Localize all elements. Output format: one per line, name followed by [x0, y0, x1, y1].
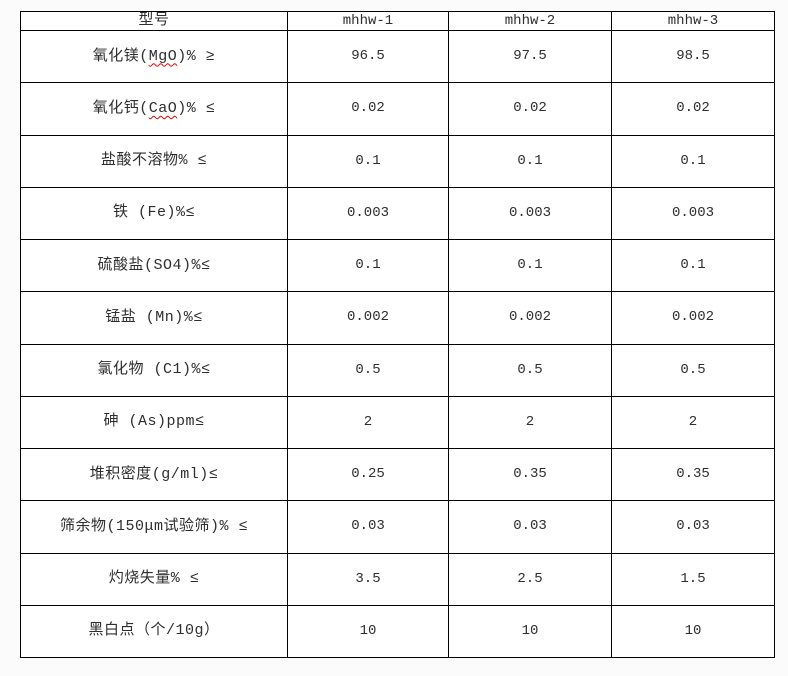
value-cell-model-1: 0.002 [287, 291, 449, 345]
value-cell-model-3: 0.1 [611, 238, 775, 293]
value-cell-model-1: 0.1 [287, 238, 449, 293]
value-cell-model-3: 0.5 [611, 343, 775, 397]
row-label: 锰盐 (Mn)%≤ [20, 291, 288, 345]
value-cell-model-2: 10 [448, 604, 612, 659]
table-row: 氧化钙(CaO)% ≤ 0.02 0.02 0.02 [20, 82, 775, 136]
value-cell-model-1: 96.5 [287, 29, 449, 84]
value-cell-model-3: 98.5 [611, 29, 775, 84]
row-label: 氧化钙(CaO)% ≤ [20, 82, 288, 136]
row-label: 硫酸盐(SO4)%≤ [20, 238, 288, 293]
table-row: 灼烧失量% ≤ 3.5 2.5 1.5 [20, 552, 775, 606]
value-cell-model-1: 10 [287, 604, 449, 659]
table-row: 砷 (As)ppm≤ 2 2 2 [20, 395, 775, 450]
value-cell-model-2: 0.002 [448, 291, 612, 345]
value-cell-model-3: 0.02 [611, 82, 775, 136]
value-cell-model-1: 0.003 [287, 186, 449, 241]
table-row: 氯化物 (C1)%≤ 0.5 0.5 0.5 [20, 343, 775, 397]
row-label: 氧化镁(MgO)% ≥ [20, 29, 288, 84]
table-row: 硫酸盐(SO4)%≤ 0.1 0.1 0.1 [20, 238, 775, 293]
row-label: 灼烧失量% ≤ [20, 552, 288, 606]
value-cell-model-2: 2 [448, 395, 612, 450]
row-label: 黑白点（个/10g） [20, 604, 288, 659]
table-row: 锰盐 (Mn)%≤ 0.002 0.002 0.002 [20, 291, 775, 345]
value-cell-model-1: 0.25 [287, 447, 449, 502]
value-cell-model-1: 3.5 [287, 552, 449, 606]
value-cell-model-2: 2.5 [448, 552, 612, 606]
row-label: 铁 (Fe)%≤ [20, 186, 288, 241]
row-label-text: 灼烧失量% ≤ [108, 570, 200, 588]
row-label: 堆积密度(g/ml)≤ [20, 447, 288, 502]
row-label-text: 铁 (Fe)%≤ [112, 204, 195, 222]
row-label-text: 筛余物(150μm试验筛)% ≤ [59, 517, 248, 535]
row-label-text: )% ≥ [177, 47, 216, 65]
header-model-3: mhhw-3 [611, 11, 775, 31]
value-cell-model-2: 0.02 [448, 82, 612, 136]
spec-table: 型号 mhhw-1 mhhw-2 mhhw-3 氧化镁(MgO)% ≥ 96.5… [20, 11, 775, 659]
spellcheck-underlined-text: MgO [148, 47, 178, 65]
value-cell-model-2: 0.1 [448, 134, 612, 188]
row-label: 筛余物(150μm试验筛)% ≤ [20, 500, 288, 554]
row-label-text: 堆积密度(g/ml)≤ [89, 465, 219, 483]
spellcheck-underlined-text: CaO [148, 99, 178, 117]
table-row: 氧化镁(MgO)% ≥ 96.5 97.5 98.5 [20, 29, 775, 84]
value-cell-model-2: 97.5 [448, 29, 612, 84]
table-row: 铁 (Fe)%≤ 0.003 0.003 0.003 [20, 186, 775, 241]
header-model-1: mhhw-1 [287, 11, 449, 31]
value-cell-model-2: 0.5 [448, 343, 612, 397]
header-model-2: mhhw-2 [448, 11, 612, 31]
row-label-text: 盐酸不溶物% ≤ [100, 152, 207, 170]
row-label-text: 硫酸盐(SO4)%≤ [97, 256, 211, 274]
value-cell-model-1: 0.1 [287, 134, 449, 188]
row-label-text: 砷 (As)ppm≤ [103, 413, 205, 431]
row-label-text: 氧化镁( [92, 47, 149, 65]
table-row: 黑白点（个/10g） 10 10 10 [20, 604, 775, 659]
row-label: 盐酸不溶物% ≤ [20, 134, 288, 188]
spec-table-body: 氧化镁(MgO)% ≥ 96.5 97.5 98.5 氧化钙(CaO)% ≤ 0… [20, 29, 775, 659]
header-parameter-label: 型号 [20, 11, 288, 31]
row-label-text: 锰盐 (Mn)%≤ [105, 308, 203, 326]
value-cell-model-2: 0.35 [448, 447, 612, 502]
value-cell-model-2: 0.03 [448, 500, 612, 554]
value-cell-model-1: 0.5 [287, 343, 449, 397]
row-label-text: 黑白点（个/10g） [88, 622, 220, 640]
row-label: 砷 (As)ppm≤ [20, 395, 288, 450]
value-cell-model-1: 0.03 [287, 500, 449, 554]
table-row: 筛余物(150μm试验筛)% ≤ 0.03 0.03 0.03 [20, 500, 775, 554]
value-cell-model-3: 1.5 [611, 552, 775, 606]
row-label: 氯化物 (C1)%≤ [20, 343, 288, 397]
value-cell-model-3: 2 [611, 395, 775, 450]
row-label-text: )% ≤ [177, 99, 216, 117]
table-row: 盐酸不溶物% ≤ 0.1 0.1 0.1 [20, 134, 775, 188]
table-row: 堆积密度(g/ml)≤ 0.25 0.35 0.35 [20, 447, 775, 502]
value-cell-model-1: 0.02 [287, 82, 449, 136]
value-cell-model-2: 0.003 [448, 186, 612, 241]
value-cell-model-3: 0.002 [611, 291, 775, 345]
row-label-text: 氯化物 (C1)%≤ [97, 361, 211, 379]
value-cell-model-3: 0.003 [611, 186, 775, 241]
value-cell-model-1: 2 [287, 395, 449, 450]
value-cell-model-3: 0.03 [611, 500, 775, 554]
value-cell-model-3: 10 [611, 604, 775, 659]
value-cell-model-3: 0.35 [611, 447, 775, 502]
header-row: 型号 mhhw-1 mhhw-2 mhhw-3 [20, 11, 775, 31]
row-label-text: 氧化钙( [92, 99, 149, 117]
value-cell-model-2: 0.1 [448, 238, 612, 293]
value-cell-model-3: 0.1 [611, 134, 775, 188]
